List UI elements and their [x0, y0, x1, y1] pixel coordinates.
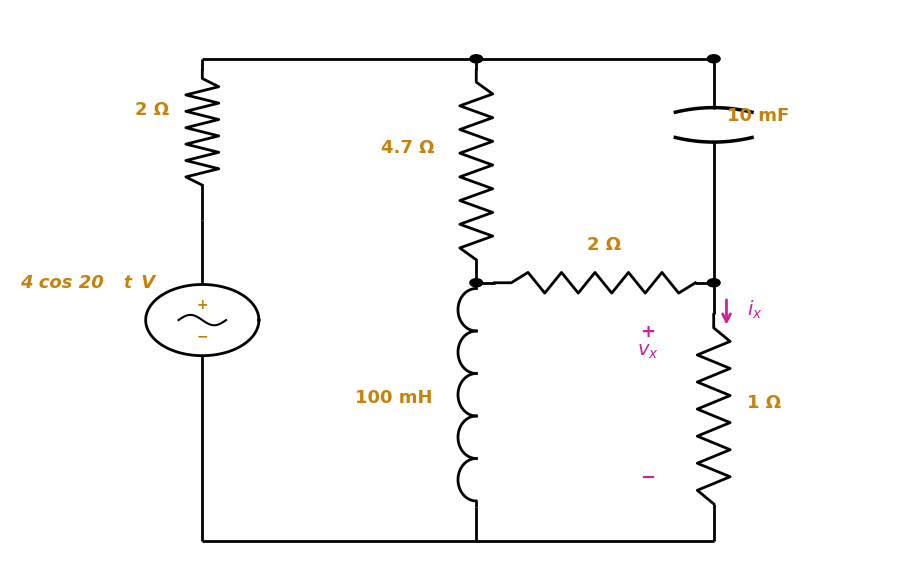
- Circle shape: [470, 55, 483, 63]
- Text: −: −: [197, 329, 208, 343]
- Text: t: t: [123, 273, 131, 292]
- Circle shape: [707, 55, 720, 63]
- Text: 2 Ω: 2 Ω: [135, 102, 169, 119]
- Text: 1 Ω: 1 Ω: [747, 394, 781, 413]
- Text: $v_x$: $v_x$: [638, 342, 659, 361]
- Text: $i_x$: $i_x$: [747, 298, 762, 321]
- Circle shape: [707, 279, 720, 287]
- Text: 4.7 Ω: 4.7 Ω: [381, 139, 434, 157]
- Text: +: +: [197, 298, 208, 312]
- Text: 10 mF: 10 mF: [727, 107, 790, 125]
- Text: −: −: [640, 469, 656, 487]
- Circle shape: [470, 279, 483, 287]
- Text: 2 Ω: 2 Ω: [587, 237, 621, 254]
- Text: +: +: [640, 323, 656, 340]
- Text: 100 mH: 100 mH: [355, 388, 433, 407]
- Text: 4 cos 20: 4 cos 20: [19, 273, 104, 292]
- Text: V: V: [135, 273, 155, 292]
